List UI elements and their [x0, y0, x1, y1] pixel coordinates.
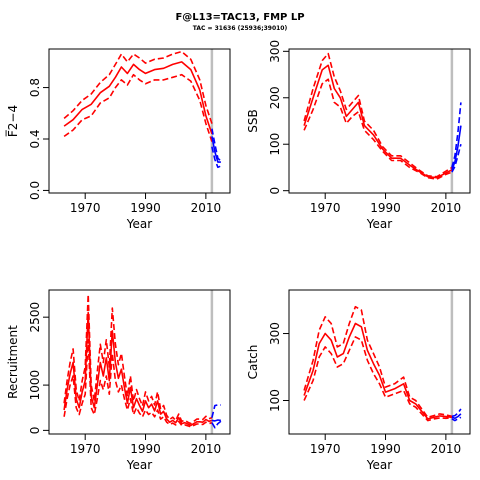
ssb-ylabel: SSB — [246, 109, 260, 132]
catch-series-lower — [303, 336, 452, 422]
recruitment-ytick-label: 0 — [28, 427, 42, 435]
ssb-series-lower — [303, 78, 453, 180]
f-series-proj-lower — [211, 146, 222, 169]
recruitment-ylabel: Recruitment — [6, 325, 20, 399]
recruitment-ytick-label: 1000 — [28, 370, 42, 401]
figure-subtitle: TAC = 31636 (25936;39010) — [193, 25, 288, 32]
catch-ylabel: Catch — [246, 345, 260, 380]
f-series-proj-upper — [211, 128, 222, 162]
f-xlabel: Year — [126, 217, 152, 231]
catch-series-proj-median — [451, 413, 462, 420]
recruitment-xtick-label: 1970 — [70, 442, 101, 456]
ssb-series-median — [303, 64, 453, 179]
catch-series-proj-lower — [451, 416, 462, 422]
recruitment-xlabel: Year — [126, 458, 152, 472]
f-series-upper — [63, 50, 213, 124]
recruitment-series-proj-lower — [211, 420, 222, 429]
figure-title: F@L13=TAC13, FMP LP — [175, 12, 304, 23]
f-plot-frame — [48, 48, 231, 194]
catch-series-median — [303, 322, 452, 420]
recruitment-series-upper — [63, 293, 213, 425]
recruitment-ytick-label: 2500 — [28, 302, 42, 333]
catch-xtick-label: 1970 — [310, 442, 341, 456]
ssb-series-proj-lower — [451, 143, 462, 173]
panel-recruitment: 1970 1990 2010 0 1000 2500 Year Recruitment — [6, 289, 231, 472]
ssb-series-proj-upper — [451, 102, 462, 168]
panel-ssb: 1970 1990 2010 0 100 200 300 Year SSB — [246, 40, 471, 231]
f-series-lower — [63, 73, 213, 142]
ssb-xtick-label: 2010 — [431, 201, 462, 215]
ssb-ytick-label: 300 — [268, 40, 282, 63]
recruitment-series-lower — [63, 338, 213, 428]
ssb-ytick-label: 100 — [268, 133, 282, 156]
catch-xlabel: Year — [366, 458, 392, 472]
f-series-proj-median — [211, 136, 221, 163]
recruitment-xtick-label: 1990 — [130, 442, 161, 456]
f-ytick-label: 0.4 — [28, 129, 42, 148]
ssb-xtick-label: 1970 — [310, 201, 341, 215]
ssb-plot-frame — [288, 48, 471, 194]
ssb-ytick-label: 0 — [268, 187, 282, 195]
recruitment-series-median — [63, 311, 213, 427]
f-xtick-label: 1990 — [130, 201, 161, 215]
ssb-xtick-label: 1990 — [370, 201, 401, 215]
catch-ytick-label: 300 — [268, 322, 282, 345]
f-xtick-label: 1970 — [70, 201, 101, 215]
catch-xtick-label: 2010 — [431, 442, 462, 456]
catch-plot-frame — [288, 289, 471, 435]
catch-xtick-label: 1990 — [370, 442, 401, 456]
panel-catch: 1970 1990 2010 100 300 Year Catch — [246, 289, 471, 472]
f-ytick-label: 0.8 — [28, 78, 42, 97]
recruitment-plot-frame — [48, 289, 231, 435]
f-ylabel: F̅2−4 — [5, 105, 20, 137]
ssb-series-proj-median — [451, 125, 462, 171]
recruitment-xtick-label: 2010 — [191, 442, 222, 456]
f-series-median — [63, 61, 213, 135]
f-ytick-label: 0.0 — [28, 181, 42, 200]
catch-series-upper — [303, 305, 453, 419]
catch-series-proj-upper — [451, 408, 462, 418]
recruitment-series-proj-upper — [211, 404, 221, 418]
ssb-ytick-label: 200 — [268, 86, 282, 109]
ssb-series-upper — [303, 52, 453, 178]
f-xtick-label: 2010 — [191, 201, 222, 215]
catch-ytick-label: 100 — [268, 389, 282, 412]
panel-f: 1970 1990 2010 0.0 0.4 0.8 Year F̅2−4 — [5, 48, 231, 231]
ssb-xlabel: Year — [366, 217, 392, 231]
recruitment-series-proj-median — [211, 419, 222, 422]
